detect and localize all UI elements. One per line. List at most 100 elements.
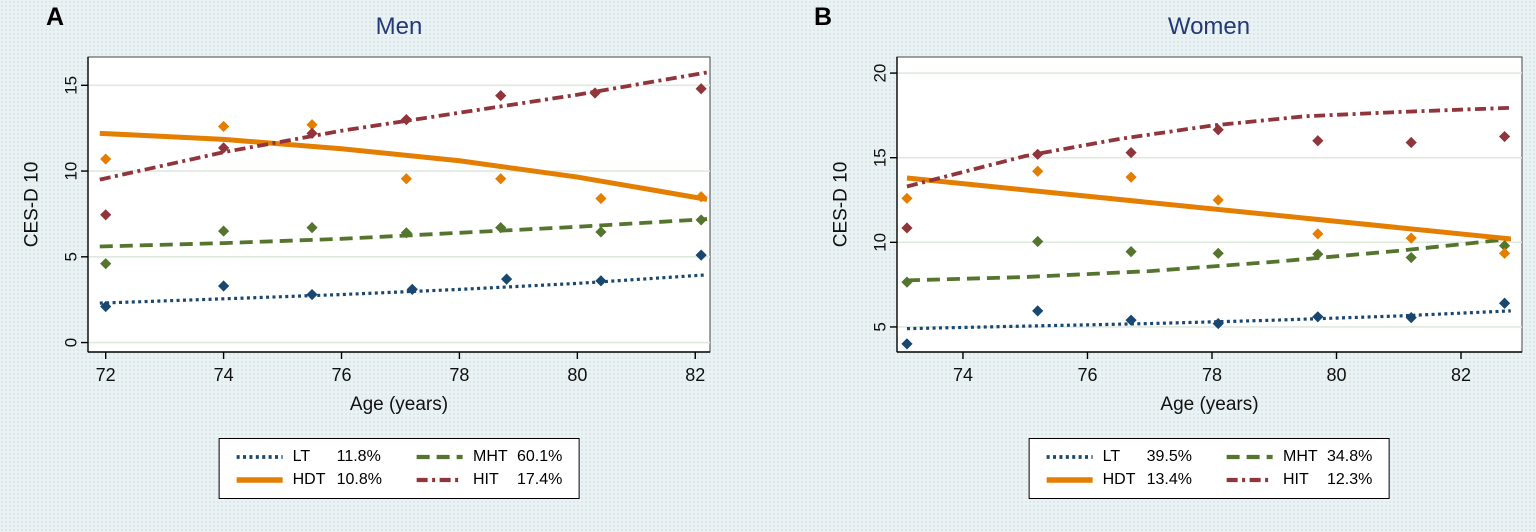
hit-marker <box>1498 130 1511 143</box>
mht-marker <box>495 222 507 234</box>
x-tick-label: 74 <box>953 365 973 385</box>
panel-letter-b: B <box>814 3 833 31</box>
x-axis-title: Age (years) <box>350 394 448 415</box>
mht-marker <box>306 222 318 234</box>
legend-entry-mht: MHT 60.1% <box>416 448 562 466</box>
legend-entry-hdt: HDT 13.4% <box>1046 471 1192 489</box>
x-tick-label: 76 <box>1077 365 1097 385</box>
mht-marker <box>1405 251 1417 264</box>
legend-series-percentage: 12.3% <box>1327 471 1373 488</box>
hit-marker <box>218 142 230 154</box>
hit-line-swatch-icon <box>417 477 463 483</box>
lt-marker <box>218 280 230 292</box>
y-tick-label: 5 <box>62 252 81 261</box>
panel-men: A Men 0 5 10 15 72 74 76 78 80 82 Age (years) CES-D… <box>22 3 711 499</box>
legend-series-name: HIT <box>1283 471 1309 488</box>
hdt-line-swatch-icon <box>236 477 283 483</box>
hdt-marker <box>1212 194 1224 206</box>
lt-trend-line <box>906 309 1511 331</box>
legend-entry-mht: MHT 34.8% <box>1226 448 1372 466</box>
hit-trend-line <box>906 105 1511 189</box>
y-tick-label: 5 <box>871 322 890 331</box>
plot-area <box>896 56 1523 353</box>
y-tick-label: 10 <box>62 162 81 181</box>
y-tick-label: 15 <box>62 76 81 95</box>
panel-women: B Women 5 10 15 20 74 76 78 80 82 Age (years) CES-… <box>768 0 1536 532</box>
lt-marker <box>1498 297 1511 309</box>
lt-marker <box>1312 311 1324 323</box>
hdt-marker <box>218 120 230 133</box>
x-axis-title: Age (years) <box>1160 394 1258 415</box>
women-chart: 5 10 15 20 74 76 78 80 82 Age (years) CES-D 10 <box>831 56 1523 415</box>
hit-marker <box>495 89 507 102</box>
women-legend: LT 39.5% MHT 34.8% HDT 13.4% HIT 12.3% <box>1028 438 1390 499</box>
y-tick-label: 20 <box>871 64 890 83</box>
lt-marker <box>500 273 513 285</box>
men-chart: 0 5 10 15 72 74 76 78 80 82 Age (years) CES-D 10 <box>22 56 711 415</box>
mht-trend-line <box>99 217 708 249</box>
hit-marker <box>100 209 112 221</box>
x-tick-label: 80 <box>1326 365 1346 385</box>
y-tick-label: 15 <box>871 148 890 167</box>
hit-trend-line <box>99 70 708 182</box>
lt-line-swatch-icon <box>236 455 283 459</box>
hdt-marker <box>1312 228 1324 240</box>
hit-marker <box>589 87 601 99</box>
legend-series-percentage: 39.5% <box>1146 448 1192 465</box>
hdt-marker <box>306 119 318 131</box>
y-tick-label: 0 <box>62 338 81 347</box>
hdt-marker <box>100 153 112 165</box>
mht-marker <box>218 225 230 237</box>
legend-series-name: LT <box>292 448 311 465</box>
hit-line-swatch-icon <box>1227 477 1273 483</box>
hdt-marker <box>595 192 607 205</box>
x-tick-label: 74 <box>214 365 234 385</box>
hit-marker <box>695 83 707 95</box>
mht-marker <box>1498 240 1511 252</box>
lt-marker <box>306 288 318 301</box>
legend-series-percentage: 17.4% <box>517 471 563 488</box>
legend-series-name: HDT <box>1102 471 1136 488</box>
hit-marker <box>1405 136 1417 149</box>
lt-line-swatch-icon <box>1046 455 1093 459</box>
hdt-trend-line <box>99 130 708 202</box>
mht-marker <box>100 258 112 270</box>
panel-letter-a: A <box>46 3 65 31</box>
x-tick-label: 78 <box>1202 365 1222 385</box>
legend-series-name: MHT <box>1283 448 1318 465</box>
lt-marker <box>1405 312 1417 324</box>
legend-entry-hit: HIT 12.3% <box>1226 471 1372 489</box>
legend-series-name: HIT <box>473 471 499 488</box>
hit-marker <box>306 127 318 139</box>
legend-series-percentage: 11.8% <box>336 448 381 465</box>
mht-line-swatch-icon <box>1227 454 1273 460</box>
lt-marker <box>406 283 418 295</box>
hdt-trend-line <box>906 175 1512 242</box>
y-axis-title: CES-D 10 <box>831 162 852 248</box>
hdt-marker <box>1405 232 1417 244</box>
hit-marker <box>1212 124 1224 136</box>
plot-area <box>87 56 711 353</box>
x-tick-label: 76 <box>332 365 352 385</box>
x-tick-label: 78 <box>449 365 469 385</box>
lt-marker <box>1125 314 1137 326</box>
legend-series-percentage: 60.1% <box>517 448 563 465</box>
mht-trend-line <box>906 237 1511 283</box>
mht-marker <box>695 214 707 226</box>
lt-marker <box>595 275 607 287</box>
legend-entry-lt: LT 11.8% <box>236 448 382 466</box>
x-tick-label: 72 <box>96 365 116 385</box>
x-tick-label: 82 <box>1451 365 1471 385</box>
hdt-marker <box>495 173 507 185</box>
mht-marker <box>1125 246 1137 258</box>
legend-entry-lt: LT 39.5% <box>1046 448 1192 466</box>
hit-marker <box>1312 135 1324 147</box>
hdt-marker <box>1498 247 1511 259</box>
hit-marker <box>1125 147 1137 159</box>
legend-series-percentage: 13.4% <box>1146 471 1192 488</box>
y-axis-title: CES-D 10 <box>22 162 43 248</box>
legend-series-percentage: 34.8% <box>1327 448 1373 465</box>
panel-title-men: Men <box>375 13 423 40</box>
x-tick-label: 82 <box>685 365 705 385</box>
mht-line-swatch-icon <box>417 454 463 460</box>
